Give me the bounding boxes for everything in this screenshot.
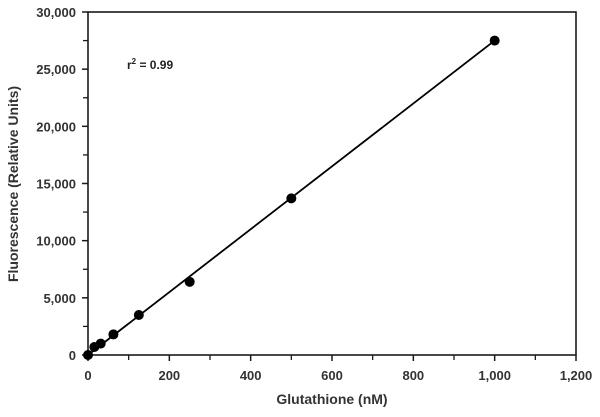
data-point <box>133 309 144 320</box>
x-tick-label: 0 <box>84 368 91 383</box>
y-tick-label: 25,000 <box>36 62 76 77</box>
x-tick-label: 600 <box>321 368 343 383</box>
y-axis-title: Fluorescence (Relative Units) <box>5 86 21 282</box>
data-point <box>83 350 93 360</box>
r-squared-annotation: r2 = 0.99 <box>127 57 173 72</box>
y-tick-label: 15,000 <box>36 177 76 192</box>
data-point <box>108 329 119 340</box>
data-points <box>83 35 500 360</box>
data-point <box>95 338 106 349</box>
x-axis: 0 200 400 600 800 1,000 1,200 <box>84 355 592 383</box>
y-tick-label: 5,000 <box>43 291 76 306</box>
y-tick-label: 20,000 <box>36 119 76 134</box>
x-tick-label: 1,200 <box>560 368 593 383</box>
data-point <box>184 276 195 287</box>
x-tick-label: 400 <box>240 368 262 383</box>
x-tick-label: 800 <box>402 368 424 383</box>
x-axis-title: Glutathione (nM) <box>276 391 387 407</box>
x-tick-label: 1,000 <box>478 368 511 383</box>
x-tick-label: 200 <box>158 368 180 383</box>
y-axis: 0 5,000 10,000 15,000 20,000 25,000 30,000 <box>36 5 88 363</box>
y-tick-label: 10,000 <box>36 234 76 249</box>
data-point <box>286 193 297 204</box>
y-tick-label: 30,000 <box>36 5 76 20</box>
data-point <box>489 35 500 46</box>
y-tick-label: 0 <box>69 348 76 363</box>
